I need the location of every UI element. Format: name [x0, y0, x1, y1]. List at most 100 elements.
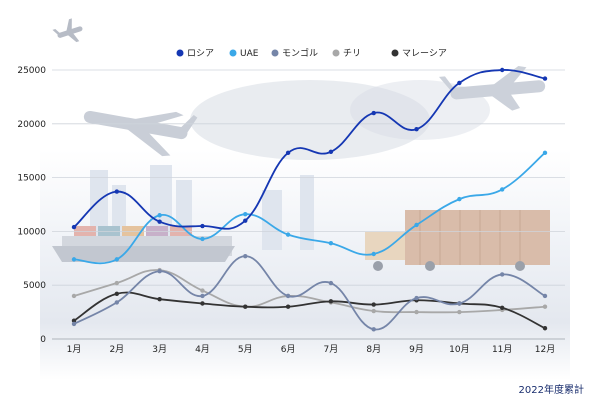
legend-label: UAE [240, 49, 259, 59]
data-point [371, 251, 376, 257]
data-point [114, 300, 120, 305]
data-point [200, 293, 205, 299]
series-3 [71, 253, 548, 332]
data-point [414, 222, 419, 228]
series-line [73, 269, 546, 314]
data-point [542, 76, 548, 81]
data-point [200, 288, 205, 293]
legend-item: マレーシア [391, 49, 447, 59]
legend-label: マレーシア [402, 49, 447, 59]
x-axis: 1月 2月 3月 4月 5月 6月 7月 8月 9月 10月 11月 12月 [67, 344, 556, 355]
data-point [157, 213, 162, 218]
data-point [243, 304, 248, 309]
data-point [200, 236, 205, 242]
data-point [414, 126, 419, 132]
legend-item: UAE [229, 49, 259, 59]
data-point [114, 280, 120, 286]
y-tick-label: 10000 [17, 227, 46, 237]
x-tick-label: 10月 [449, 344, 469, 355]
data-point [200, 223, 205, 229]
data-point [457, 309, 462, 315]
data-point [157, 296, 162, 302]
data-point [243, 253, 248, 259]
period-annotation: 2022年度累計 [519, 383, 584, 396]
airplane-left-icon [83, 110, 198, 157]
legend-label: チリ [343, 48, 361, 59]
data-point [499, 67, 505, 73]
y-tick-label: 0 [40, 335, 46, 345]
legend-item: ロシア [176, 49, 214, 59]
legend-label: ロシア [187, 49, 214, 59]
data-point [371, 327, 376, 332]
y-tick-label: 5000 [23, 281, 46, 291]
data-point [71, 224, 77, 230]
data-point [457, 301, 462, 306]
x-tick-label: 7月 [324, 344, 339, 355]
data-point [71, 293, 77, 299]
data-point [71, 318, 77, 323]
x-tick-label: 9月 [409, 344, 424, 355]
legend-marker [332, 49, 340, 57]
data-point [243, 211, 248, 217]
data-point [285, 150, 291, 156]
x-tick-label: 1月 [67, 344, 82, 355]
series-layer [71, 67, 548, 332]
x-tick-label: 11月 [492, 344, 512, 355]
data-point [457, 80, 462, 86]
container-truck-icon [365, 210, 550, 271]
data-point [371, 308, 376, 314]
x-tick-label: 5月 [238, 344, 253, 355]
data-point [328, 280, 334, 286]
y-axis: 0 5000 10000 15000 20000 25000 [17, 66, 46, 345]
x-tick-label: 12月 [535, 344, 555, 355]
data-point [200, 301, 205, 306]
x-tick-label: 3月 [152, 344, 167, 355]
legend-marker [176, 49, 184, 57]
data-point [499, 272, 505, 277]
legend-item: チリ [332, 48, 361, 59]
series-1 [71, 67, 548, 230]
data-point [414, 295, 419, 301]
legend-label: モンゴル [282, 47, 318, 59]
data-point [114, 257, 120, 262]
data-point [285, 304, 291, 309]
x-tick-label: 4月 [195, 344, 210, 355]
data-point [157, 219, 162, 224]
data-point [285, 293, 291, 299]
data-point [285, 232, 291, 237]
legend-marker [391, 49, 399, 57]
data-point [499, 187, 505, 192]
legend: ロシア UAE モンゴル チリ マレーシア [176, 47, 447, 59]
data-point [371, 110, 376, 116]
series-5 [71, 291, 548, 331]
series-2 [71, 150, 548, 265]
data-point [71, 257, 77, 262]
data-point [542, 326, 548, 331]
data-point [499, 305, 505, 310]
y-tick-label: 25000 [17, 66, 46, 76]
x-tick-label: 8月 [366, 344, 381, 355]
data-point [114, 291, 120, 297]
data-point [157, 269, 162, 274]
data-point [542, 293, 548, 299]
data-point [114, 189, 120, 194]
data-point [371, 302, 376, 307]
legend-marker [271, 49, 279, 57]
data-point [71, 321, 77, 327]
y-tick-label: 20000 [17, 120, 46, 130]
data-point [328, 241, 334, 246]
data-point [414, 309, 419, 315]
data-point [542, 150, 548, 156]
airplane-small-icon [52, 18, 83, 43]
data-point [542, 304, 548, 309]
map-dots [190, 80, 490, 160]
y-tick-label: 15000 [17, 174, 46, 184]
series-line [73, 152, 546, 265]
data-point [457, 196, 462, 202]
data-point [328, 149, 334, 154]
x-tick-label: 2月 [109, 344, 124, 355]
series-line [73, 291, 546, 330]
legend-item: モンゴル [271, 47, 318, 59]
